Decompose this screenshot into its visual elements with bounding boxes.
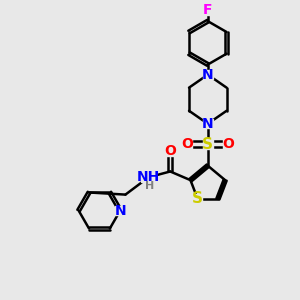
Bar — [203, 6, 213, 15]
Text: S: S — [202, 136, 213, 152]
Text: O: O — [222, 137, 234, 151]
Text: N: N — [202, 68, 214, 82]
Text: S: S — [192, 191, 203, 206]
Text: H: H — [146, 181, 154, 191]
Bar — [223, 140, 233, 148]
Text: O: O — [164, 144, 176, 158]
Bar — [141, 172, 156, 182]
Bar — [203, 119, 213, 128]
Text: F: F — [203, 3, 213, 17]
Bar — [183, 140, 192, 148]
Text: N: N — [202, 117, 214, 131]
Bar — [203, 70, 213, 79]
Bar — [203, 140, 213, 148]
Bar — [116, 206, 125, 215]
Text: N: N — [114, 203, 126, 218]
Text: O: O — [182, 137, 194, 151]
Bar — [193, 194, 202, 204]
Bar — [166, 147, 175, 156]
Text: NH: NH — [137, 170, 160, 184]
